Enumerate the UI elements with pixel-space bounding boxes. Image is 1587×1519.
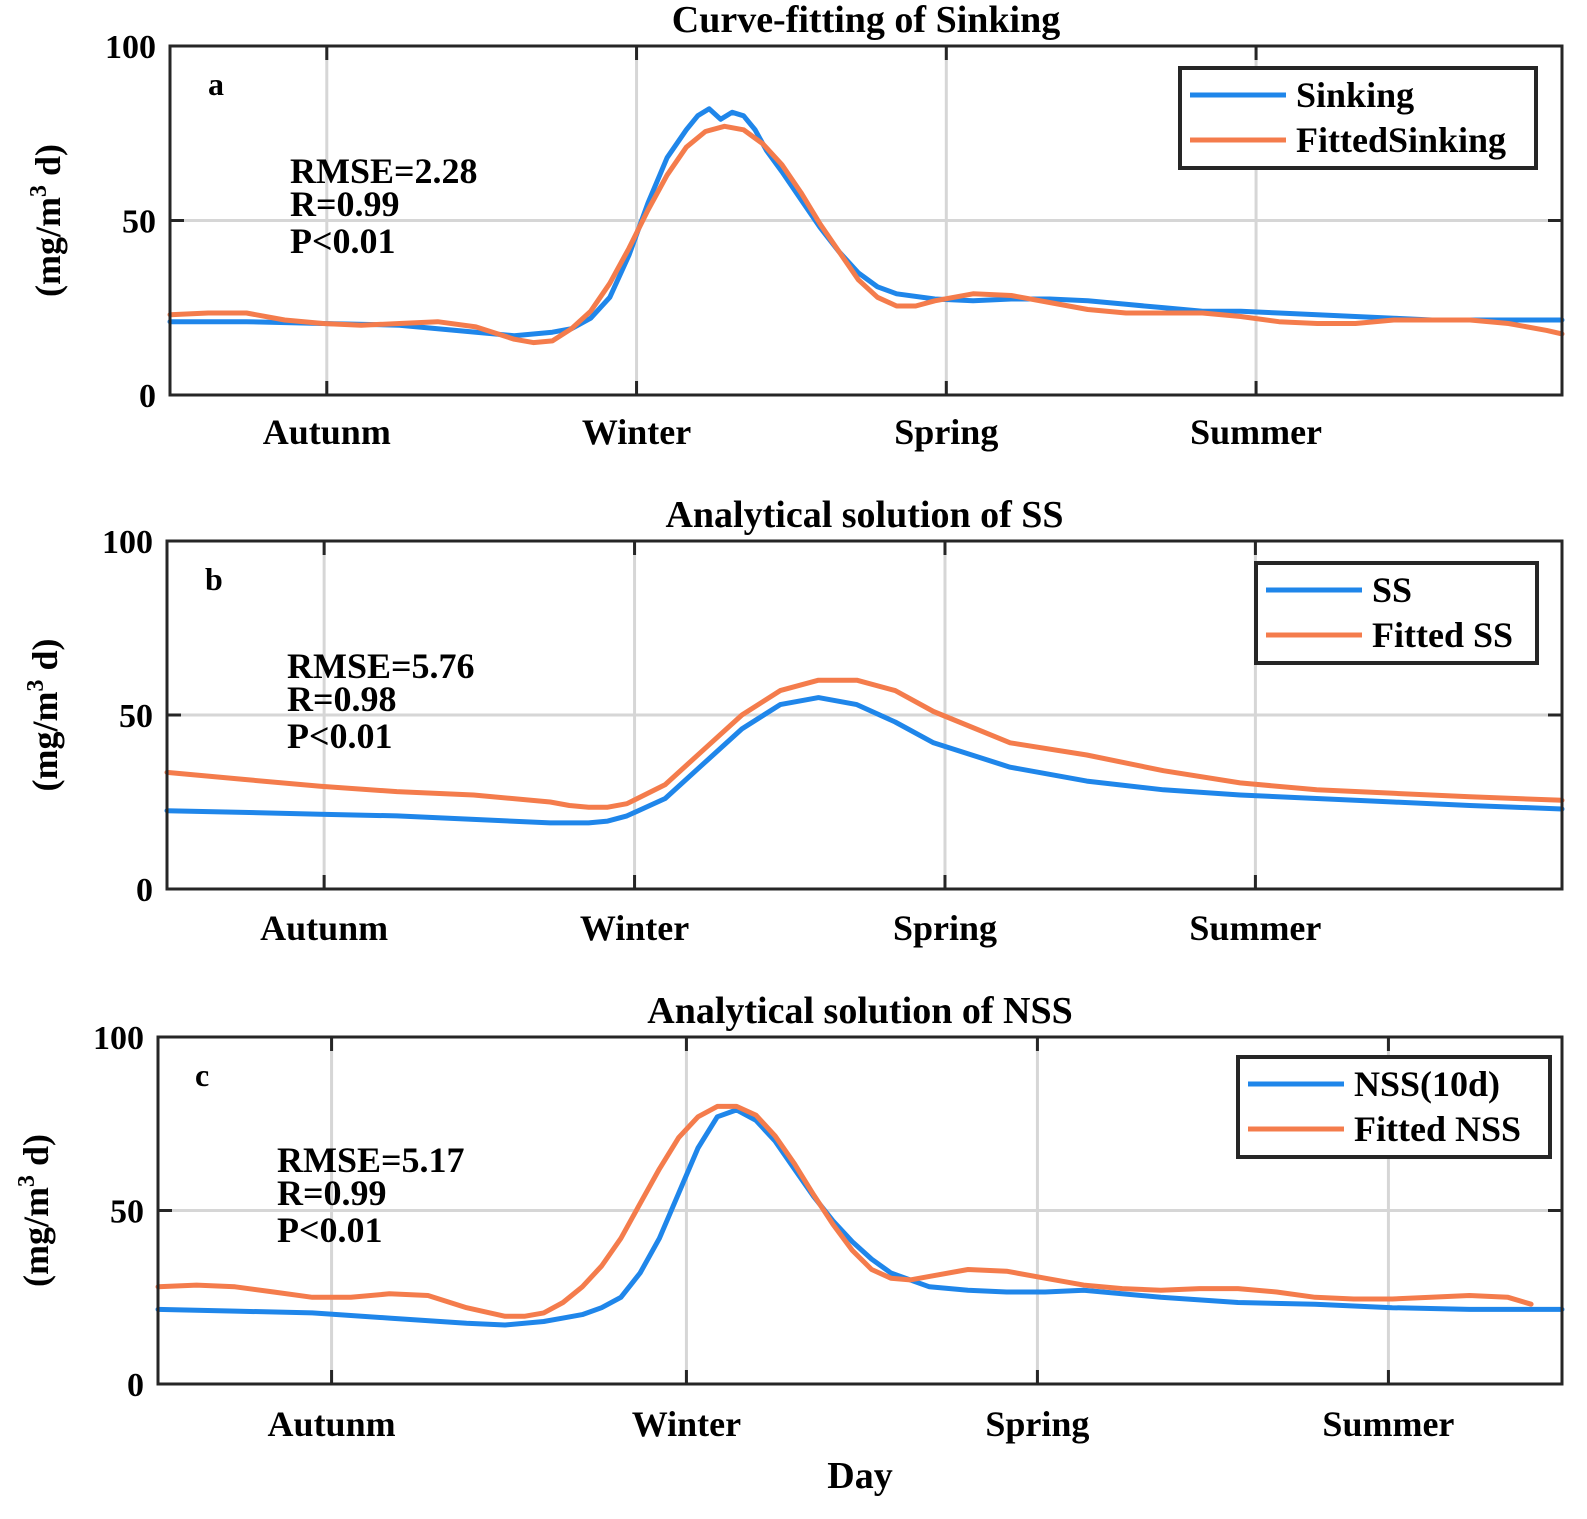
legend-label: NSS(10d) <box>1354 1064 1500 1104</box>
legend: SS Fitted SS <box>1254 561 1539 665</box>
x-tick-label: Summer <box>1189 908 1321 948</box>
x-tick-label: Spring <box>894 412 998 452</box>
series-line-fitted <box>155 1103 1534 1319</box>
series-line-fitted <box>164 677 1565 810</box>
x-tick-label: Summer <box>1190 412 1322 452</box>
panel-letter: a <box>208 66 224 102</box>
x-tick-label: Winter <box>580 908 689 948</box>
stat-annotation: RMSE=5.76 <box>287 646 475 686</box>
x-tick-label: Autunm <box>260 908 388 948</box>
y-tick-label: 100 <box>105 29 156 66</box>
y-axis-label: (mg/m3 d) <box>23 639 65 792</box>
legend-label: Fitted SS <box>1372 615 1513 655</box>
series-line-observed <box>164 695 1565 826</box>
y-tick-label: 100 <box>102 524 153 561</box>
series-line-observed <box>155 1107 1565 1328</box>
x-tick-label: Winter <box>632 1404 741 1444</box>
y-tick-label: 100 <box>93 1020 144 1057</box>
x-tick-label: Spring <box>985 1404 1089 1444</box>
chart-title: Analytical solution of NSS <box>647 990 1072 1032</box>
panel-c: 0 50 100 Autunm Winter Spring Summer Analytical… <box>14 990 1565 1497</box>
legend-label: FittedSinking <box>1296 120 1506 160</box>
chart-title: Analytical solution of SS <box>665 494 1063 536</box>
legend-label: SS <box>1372 570 1412 610</box>
series-line-fitted <box>167 123 1565 346</box>
y-tick-label: 0 <box>136 872 153 909</box>
stat-annotation: RMSE=2.28 <box>290 151 478 191</box>
y-axis-label: (mg/m3 d) <box>26 144 68 297</box>
stat-annotation: P<0.01 <box>290 221 396 261</box>
y-tick-label: 50 <box>119 698 153 735</box>
x-tick-label: Spring <box>893 908 997 948</box>
legend-label: Sinking <box>1296 75 1414 115</box>
legend-box <box>1254 561 1539 665</box>
legend-box <box>1178 66 1538 170</box>
x-tick-label: Winter <box>582 412 691 452</box>
y-axis-label: (mg/m3 d) <box>14 1134 56 1287</box>
panel-letter: b <box>205 561 223 597</box>
legend: NSS(10d) Fitted NSS <box>1236 1055 1552 1159</box>
stat-annotation: P<0.01 <box>287 716 393 756</box>
x-tick-label: Autunm <box>268 1404 396 1444</box>
y-tick-label: 0 <box>127 1367 144 1404</box>
legend-box <box>1236 1055 1552 1159</box>
panel-b: 0 50 100 Autunm Winter Spring Summer Analytical… <box>23 494 1565 948</box>
panel-a: 0 50 100 Autunm Winter Spring Summer Curve-fitt… <box>26 0 1565 452</box>
stat-annotation: RMSE=5.17 <box>277 1140 465 1180</box>
y-tick-label: 50 <box>122 204 156 241</box>
stat-annotation: R=0.99 <box>277 1173 387 1213</box>
stat-annotation: R=0.99 <box>290 184 400 224</box>
stat-annotation: R=0.98 <box>287 679 397 719</box>
legend-label: Fitted NSS <box>1354 1109 1521 1149</box>
x-axis-label: Day <box>827 1455 892 1497</box>
y-tick-label: 50 <box>110 1194 144 1231</box>
x-tick-label: Autunm <box>263 412 391 452</box>
chart-title: Curve-fitting of Sinking <box>672 0 1060 41</box>
stat-annotation: P<0.01 <box>277 1210 383 1250</box>
y-tick-label: 0 <box>139 378 156 415</box>
panel-letter: c <box>195 1057 209 1093</box>
x-tick-label: Summer <box>1322 1404 1454 1444</box>
legend: Sinking FittedSinking <box>1178 66 1538 170</box>
